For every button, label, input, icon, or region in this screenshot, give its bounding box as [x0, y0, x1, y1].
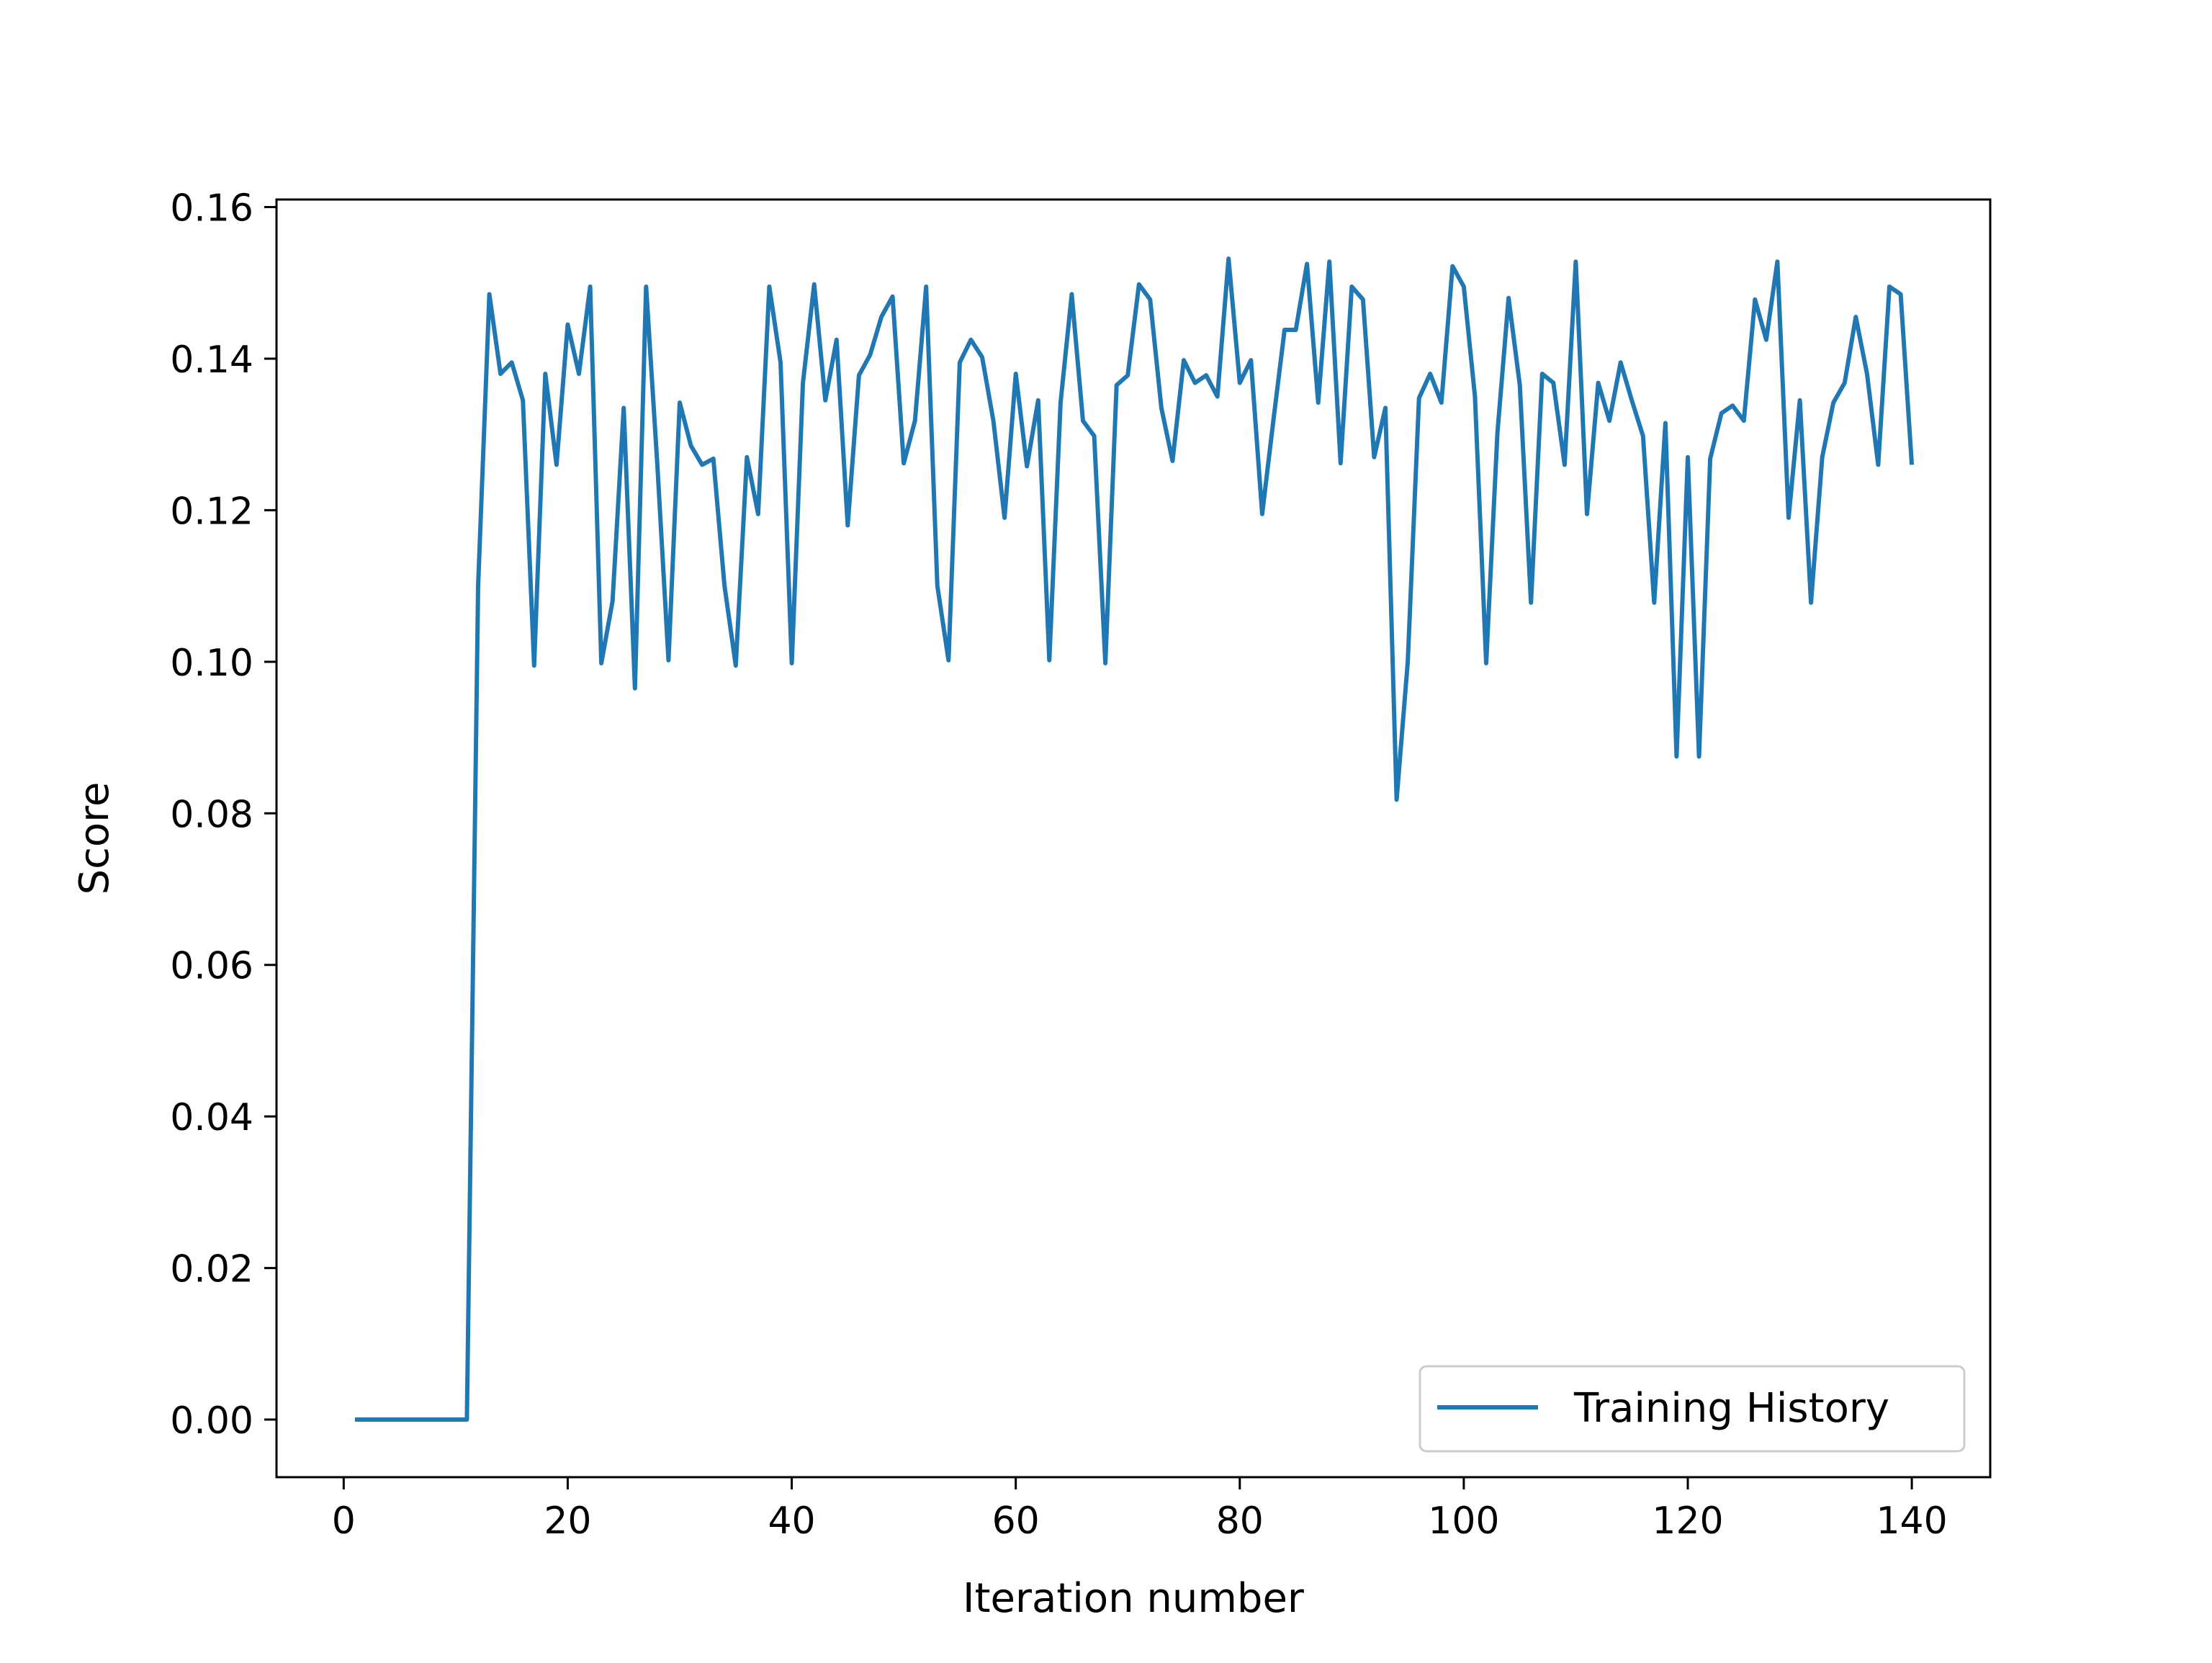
y-tick-label: 0.14 [170, 339, 253, 382]
x-tick-label: 20 [544, 1500, 591, 1543]
x-tick-label: 60 [992, 1500, 1040, 1543]
y-tick-label: 0.16 [170, 187, 253, 230]
x-axis-ticks: 0 20 40 60 80 100 120 140 [332, 1477, 1948, 1543]
y-tick-label: 0.12 [170, 490, 253, 533]
legend-box [1419, 1365, 1966, 1453]
y-tick-label: 0.02 [170, 1248, 253, 1291]
x-tick-label: 120 [1652, 1500, 1723, 1543]
y-tick-label: 0.08 [170, 793, 253, 836]
x-tick-label: 80 [1216, 1500, 1264, 1543]
y-tick-label: 0.10 [170, 642, 253, 685]
y-tick-label: 0.04 [170, 1096, 253, 1139]
x-tick-label: 140 [1876, 1500, 1947, 1543]
series-layer [354, 256, 1915, 1422]
legend: Training History [1419, 1365, 1966, 1453]
y-axis-label: Score [71, 782, 118, 895]
y-axis-ticks: 0.00 0.02 0.04 0.06 0.08 0.10 0.12 0.14 0.16 [170, 187, 276, 1443]
y-tick-label: 0.00 [170, 1399, 253, 1443]
legend-label: Training History [1573, 1385, 1889, 1432]
x-tick-label: 0 [332, 1500, 356, 1543]
plot-area-frame [275, 198, 1992, 1479]
y-tick-label: 0.06 [170, 945, 253, 988]
x-tick-label: 100 [1428, 1500, 1499, 1543]
x-axis-label: Iteration number [963, 1575, 1305, 1622]
x-tick-label: 40 [768, 1500, 815, 1543]
series-line-training-history [354, 256, 1915, 1422]
plot-area-background [276, 200, 1990, 1477]
